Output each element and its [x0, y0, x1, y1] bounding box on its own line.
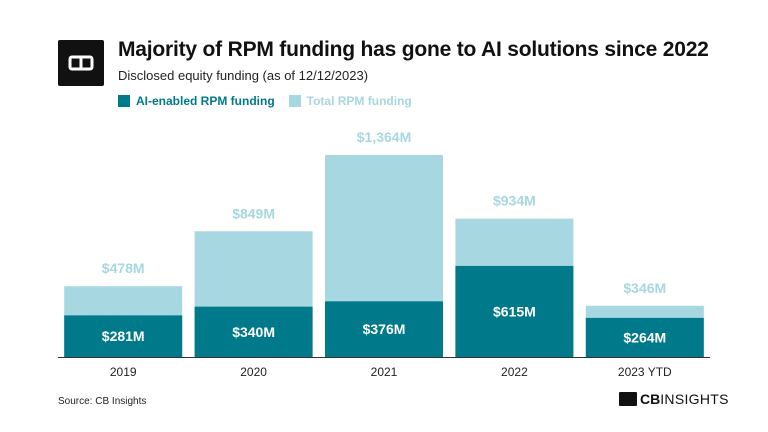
brand-mark-icon [619, 392, 637, 406]
brand-wordmark: CB INSIGHTS [619, 391, 729, 407]
data-label-total-1: $849M [232, 205, 275, 221]
brand-text-light: INSIGHTS [660, 391, 729, 407]
data-label-total-3: $934M [493, 193, 536, 209]
chart-title: Majority of RPM funding has gone to AI s… [118, 38, 709, 61]
cb-logo-icon [68, 55, 94, 71]
legend-swatch-total [288, 95, 301, 107]
source-note: Source: CB Insights [58, 396, 147, 407]
x-tick-label-3: 2022 [501, 365, 528, 379]
chart-subtitle: Disclosed equity funding (as of 12/12/20… [118, 68, 369, 83]
legend-swatch-ai [118, 95, 130, 107]
data-label-ai-1: $340M [232, 324, 275, 340]
bar-ai-2 [325, 301, 443, 357]
cb-insights-logo [58, 40, 104, 86]
data-label-ai-0: $281M [102, 328, 145, 344]
brand-text-bold: CB [640, 391, 661, 407]
legend-item-total: Total RPM funding [288, 94, 412, 108]
bar-ai-4 [585, 317, 704, 357]
x-tick-label-4: 2023 YTD [618, 365, 672, 379]
data-label-ai-4: $264M [623, 329, 666, 345]
x-tick-label-2: 2021 [371, 365, 398, 379]
data-label-total-2: $1,364M [357, 129, 411, 145]
legend-label-total: Total RPM funding [306, 94, 412, 108]
legend-item-ai: AI-enabled RPM funding [118, 94, 275, 108]
data-label-total-0: $478M [102, 260, 145, 276]
data-label-ai-2: $376M [363, 321, 406, 337]
data-label-ai-3: $615M [493, 303, 536, 319]
data-label-total-4: $346M [623, 280, 666, 296]
legend: AI-enabled RPM funding Total RPM funding [118, 94, 426, 108]
x-tick-label-0: 2019 [110, 365, 137, 379]
bar-ai-3 [455, 265, 574, 357]
bar-ai-0 [64, 315, 183, 357]
bar-ai-1 [194, 306, 313, 357]
x-tick-label-1: 2020 [240, 365, 267, 379]
legend-label-ai: AI-enabled RPM funding [136, 94, 275, 108]
